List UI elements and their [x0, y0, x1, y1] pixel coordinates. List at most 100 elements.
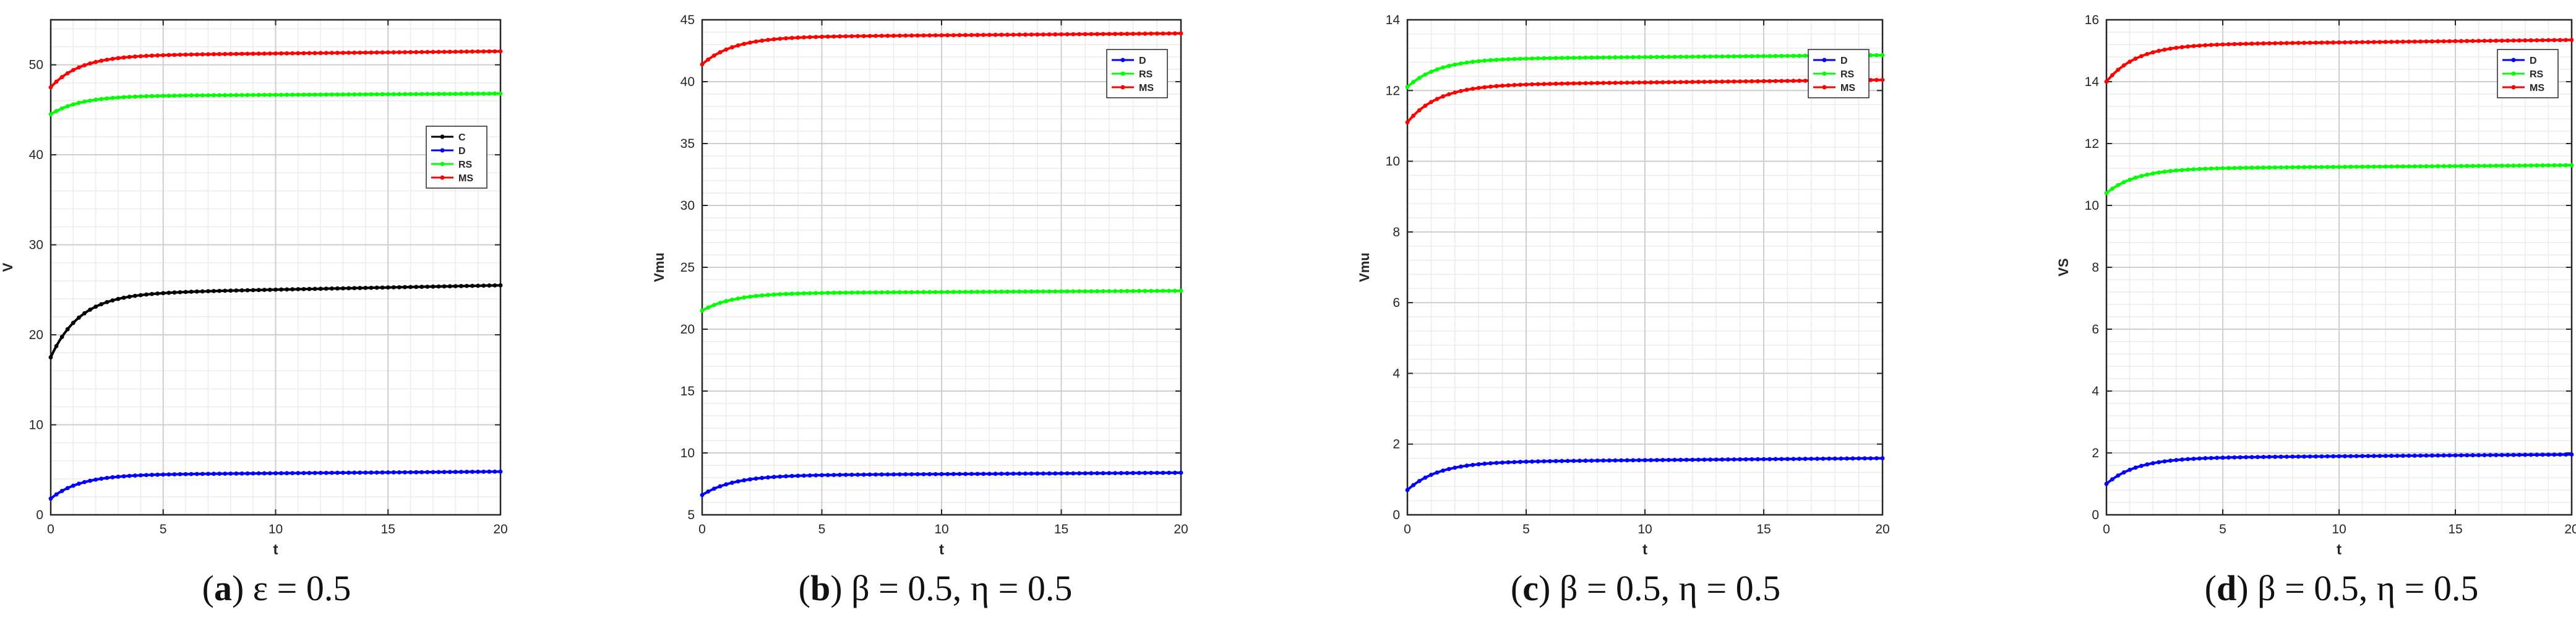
data-point: [212, 288, 216, 293]
series-ms: [2104, 38, 2574, 84]
data-point: [1053, 471, 1058, 476]
data-point: [2343, 454, 2347, 459]
data-point: [2389, 164, 2394, 169]
data-point: [1083, 471, 1088, 476]
data-point: [1065, 289, 1070, 294]
data-point: [1767, 457, 1772, 462]
series-ms: [700, 31, 1183, 67]
data-point: [2168, 169, 2173, 173]
data-point: [1649, 80, 1654, 85]
data-point: [849, 290, 854, 295]
data-point: [358, 50, 363, 55]
data-point: [1429, 100, 1433, 105]
data-point: [2418, 164, 2423, 169]
data-point: [1179, 288, 1183, 293]
data-point: [425, 470, 430, 475]
data-point: [1690, 457, 1695, 462]
data-point: [290, 92, 295, 97]
data-point: [921, 33, 926, 38]
data-point: [2430, 453, 2434, 458]
data-point: [987, 290, 992, 294]
data-point: [2552, 38, 2557, 43]
data-point: [2110, 186, 2114, 191]
data-point: [2383, 454, 2388, 459]
data-point: [2314, 165, 2318, 170]
data-point: [724, 47, 729, 52]
data-point: [324, 51, 328, 56]
x-tick-label: 0: [698, 522, 706, 536]
y-axis-label: V: [0, 262, 15, 272]
data-point: [127, 54, 132, 59]
data-point: [2249, 165, 2254, 170]
data-point: [1542, 56, 1547, 61]
data-point: [290, 471, 295, 476]
data-point: [183, 290, 188, 295]
data-point: [1571, 55, 1576, 60]
data-point: [1714, 79, 1719, 84]
data-point: [2465, 163, 2470, 168]
data-point: [999, 32, 1004, 37]
data-point: [2372, 164, 2376, 169]
data-point: [2564, 38, 2568, 43]
data-point: [1595, 80, 1600, 85]
data-point: [736, 43, 741, 48]
data-point: [262, 93, 267, 97]
data-point: [1464, 463, 1469, 468]
data-point: [1571, 81, 1576, 86]
data-point: [945, 33, 950, 38]
data-point: [132, 293, 137, 298]
data-point: [933, 472, 938, 476]
data-point: [1172, 470, 1177, 475]
data-point: [2319, 40, 2324, 45]
data-point: [1868, 77, 1873, 82]
y-tick-label: 10: [29, 418, 43, 433]
data-point: [1411, 80, 1416, 84]
data-point: [771, 292, 776, 297]
data-point: [212, 52, 216, 56]
data-point: [341, 50, 345, 55]
data-point: [748, 295, 752, 299]
data-point: [476, 470, 481, 474]
data-point: [2470, 163, 2475, 168]
data-point: [2209, 166, 2213, 171]
data-point: [77, 315, 81, 320]
data-point: [1065, 32, 1070, 37]
data-point: [2401, 164, 2405, 169]
data-point: [1011, 32, 1016, 37]
data-point: [2348, 40, 2353, 45]
data-point: [150, 473, 154, 477]
data-point: [1530, 56, 1535, 61]
data-point: [2430, 39, 2434, 44]
data-point: [121, 474, 126, 479]
series-rs: [700, 288, 1183, 313]
data-point: [352, 470, 357, 475]
data-point: [1660, 54, 1665, 59]
data-point: [1750, 79, 1754, 84]
data-point: [1179, 470, 1183, 475]
data-point: [397, 470, 401, 475]
data-point: [2145, 172, 2150, 177]
data-point: [945, 472, 950, 476]
data-point: [1696, 79, 1701, 84]
data-point: [2517, 38, 2522, 43]
data-point: [54, 343, 59, 348]
data-point: [1642, 80, 1647, 85]
data-point: [65, 104, 70, 109]
data-point: [1535, 56, 1540, 61]
data-point: [256, 471, 261, 476]
data-point: [447, 50, 452, 54]
x-tick-label: 5: [160, 522, 167, 536]
data-point: [2557, 163, 2562, 168]
data-point: [1441, 65, 1446, 70]
data-point: [2127, 178, 2132, 182]
data-point: [1726, 54, 1730, 59]
data-point: [927, 472, 932, 476]
data-point: [831, 34, 836, 39]
data-point: [1690, 80, 1695, 84]
data-point: [915, 33, 920, 38]
data-point: [2459, 39, 2463, 43]
data-point: [374, 50, 379, 55]
data-point: [245, 471, 250, 476]
data-point: [2569, 163, 2574, 168]
